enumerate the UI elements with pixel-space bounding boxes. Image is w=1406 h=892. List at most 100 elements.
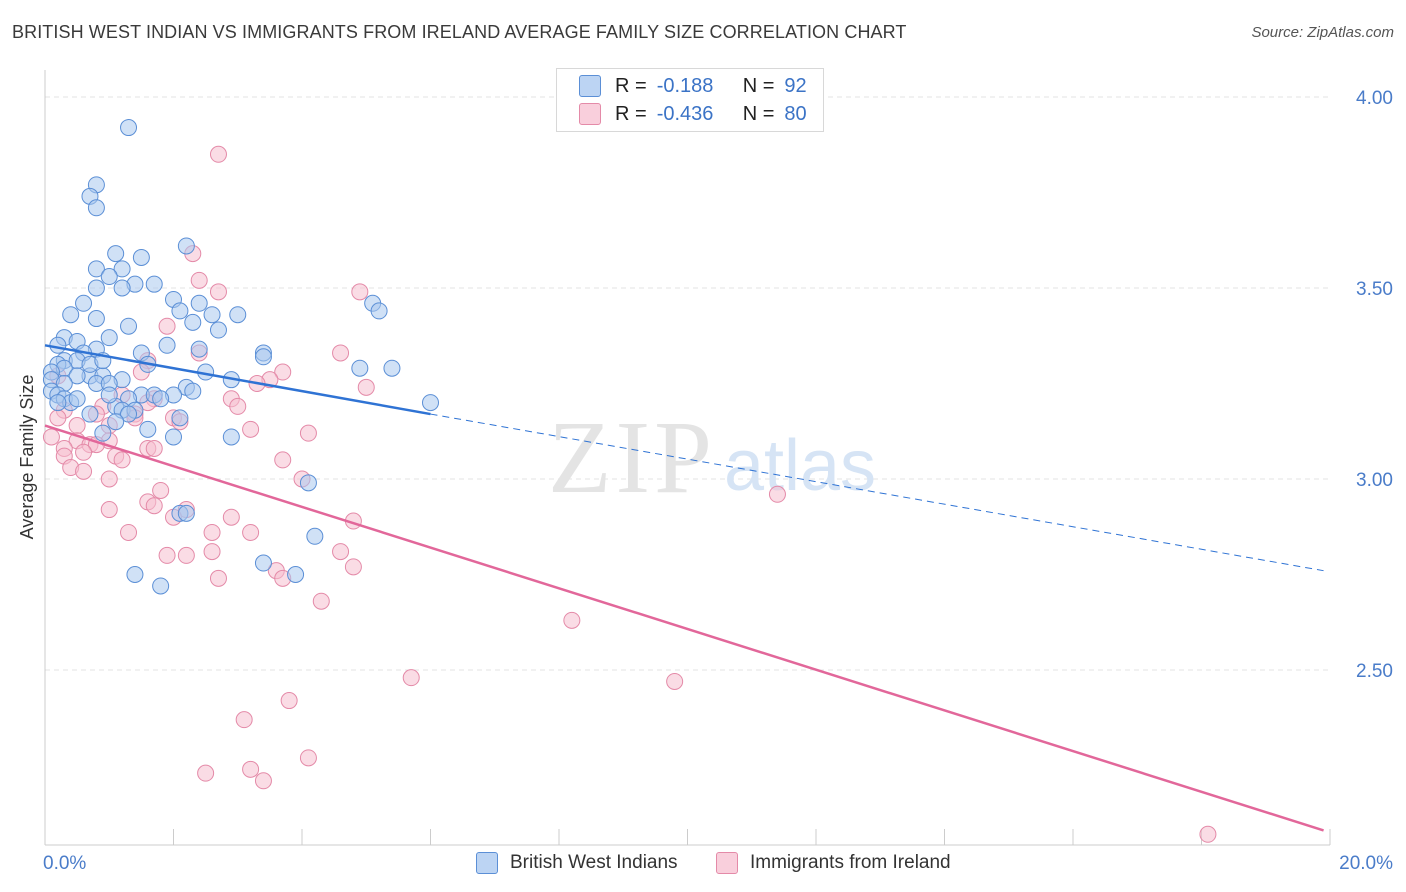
y-tick-label: 3.00 bbox=[1356, 470, 1393, 491]
data-point-blue bbox=[158, 336, 176, 354]
trend-line-pink bbox=[44, 424, 1324, 832]
data-point-blue bbox=[49, 394, 67, 412]
data-point-pink bbox=[145, 439, 163, 457]
data-point-pink bbox=[299, 749, 317, 767]
data-point-blue bbox=[139, 420, 157, 438]
data-point-pink bbox=[113, 451, 131, 469]
data-point-blue bbox=[120, 405, 138, 423]
data-point-pink bbox=[274, 363, 292, 381]
bottom-legend-swatch-blue bbox=[476, 852, 498, 874]
data-point-pink bbox=[209, 283, 227, 301]
data-point-blue bbox=[87, 199, 105, 217]
data-point-blue bbox=[222, 428, 240, 446]
trend-lines bbox=[44, 344, 1324, 832]
data-point-pink bbox=[254, 772, 272, 790]
legend-r-label: R = bbox=[615, 74, 647, 97]
data-point-blue bbox=[299, 474, 317, 492]
legend-swatch-pink bbox=[579, 103, 601, 125]
y-tick-label: 4.00 bbox=[1356, 88, 1393, 109]
data-point-blue bbox=[107, 413, 125, 431]
watermark-atlas: atlas bbox=[724, 426, 876, 506]
data-point-pink bbox=[280, 692, 298, 710]
legend-r-value: -0.436 bbox=[656, 102, 714, 125]
data-point-pink bbox=[42, 428, 60, 446]
data-point-blue bbox=[165, 428, 182, 446]
data-point-pink bbox=[158, 317, 176, 335]
watermark-zip: ZIP bbox=[548, 400, 716, 515]
y-tick-label: 3.50 bbox=[1356, 279, 1393, 300]
data-point-pink bbox=[190, 271, 208, 289]
data-point-pink bbox=[222, 508, 240, 526]
data-point-pink bbox=[158, 546, 176, 564]
data-point-blue bbox=[100, 386, 118, 404]
bottom-legend-label-blue: British West Indians bbox=[510, 852, 678, 873]
data-point-blue bbox=[145, 275, 163, 293]
data-point-pink bbox=[768, 485, 786, 503]
legend-swatch-blue bbox=[579, 75, 601, 97]
data-point-pink bbox=[209, 569, 227, 587]
data-point-blue bbox=[152, 390, 170, 408]
data-point-blue bbox=[184, 313, 202, 331]
data-point-blue bbox=[62, 306, 80, 324]
data-point-pink bbox=[197, 764, 215, 782]
legend-r-value: -0.188 bbox=[656, 74, 714, 97]
data-point-blue bbox=[306, 527, 324, 545]
data-point-blue bbox=[190, 294, 208, 312]
data-point-pink bbox=[357, 378, 375, 396]
data-point-blue bbox=[370, 302, 388, 320]
data-point-blue bbox=[68, 390, 86, 408]
data-point-blue bbox=[113, 260, 131, 278]
data-point-blue bbox=[383, 359, 401, 377]
data-point-pink bbox=[242, 760, 260, 778]
data-point-pink bbox=[75, 443, 93, 461]
data-point-pink bbox=[402, 669, 420, 687]
data-point-blue bbox=[87, 279, 105, 297]
data-point-pink bbox=[351, 283, 369, 301]
data-point-pink bbox=[68, 417, 86, 435]
data-point-pink bbox=[203, 523, 221, 541]
data-point-pink bbox=[177, 546, 195, 564]
data-point-pink bbox=[299, 424, 317, 442]
data-point-blue bbox=[254, 348, 272, 366]
legend-n-value: 80 bbox=[784, 102, 807, 125]
data-point-pink bbox=[145, 497, 163, 515]
data-point-pink bbox=[229, 397, 247, 415]
data-point-pink bbox=[209, 145, 227, 163]
data-point-blue bbox=[152, 577, 170, 595]
data-point-blue bbox=[287, 566, 305, 583]
stats-legend: R = -0.188 N = 92 R = -0.436 N = 80 bbox=[556, 68, 824, 132]
data-point-blue bbox=[351, 359, 369, 377]
data-point-blue bbox=[120, 317, 138, 335]
legend-n-label: N = bbox=[742, 74, 775, 97]
data-point-pink bbox=[563, 611, 581, 629]
data-point-pink bbox=[75, 462, 93, 480]
bottom-legend-item-blue[interactable]: British West Indians bbox=[476, 852, 678, 874]
data-point-blue bbox=[75, 294, 93, 312]
bottom-legend-item-pink[interactable]: Immigrants from Ireland bbox=[716, 852, 951, 874]
data-point-pink bbox=[100, 470, 118, 488]
series-british-west-indians bbox=[42, 119, 439, 595]
data-point-pink bbox=[666, 672, 684, 690]
data-point-blue bbox=[87, 260, 105, 278]
data-point-blue bbox=[177, 237, 195, 255]
bottom-legend-swatch-pink bbox=[716, 852, 738, 874]
data-point-blue bbox=[100, 329, 118, 347]
data-point-blue bbox=[422, 394, 439, 412]
data-point-blue bbox=[68, 367, 86, 385]
data-point-pink bbox=[49, 409, 67, 427]
data-point-pink bbox=[242, 523, 260, 541]
data-point-pink bbox=[242, 420, 260, 438]
data-point-pink bbox=[203, 543, 221, 561]
legend-row-pink: R = -0.436 N = 80 bbox=[579, 101, 807, 127]
data-point-pink bbox=[100, 501, 118, 519]
data-point-pink bbox=[152, 481, 170, 499]
data-point-pink bbox=[344, 558, 362, 576]
data-point-blue bbox=[100, 268, 118, 286]
data-point-pink bbox=[235, 711, 253, 729]
data-point-blue bbox=[107, 245, 125, 263]
data-point-blue bbox=[87, 310, 105, 328]
axis-labels: Average Family Size bbox=[17, 375, 37, 540]
data-point-blue bbox=[126, 566, 144, 583]
chart-title: BRITISH WEST INDIAN VS IMMIGRANTS FROM I… bbox=[12, 22, 907, 42]
